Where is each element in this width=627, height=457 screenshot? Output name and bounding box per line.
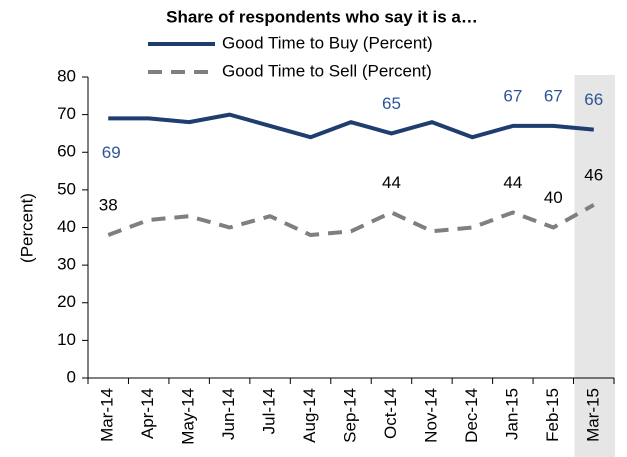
x-tick-label: Nov-14 bbox=[421, 388, 440, 443]
x-tick-label: Mar-15 bbox=[583, 388, 602, 442]
chart-title: Share of respondents who say it is a… bbox=[166, 7, 478, 26]
x-tick-label: Oct-14 bbox=[381, 388, 400, 439]
series-line bbox=[108, 112, 594, 140]
y-tick-label: 70 bbox=[57, 104, 76, 123]
y-tick-label: 30 bbox=[57, 255, 76, 274]
data-label: 65 bbox=[382, 94, 401, 113]
x-tick-label: Mar-14 bbox=[98, 388, 117, 442]
data-label: 44 bbox=[382, 173, 401, 192]
data-label: 40 bbox=[544, 188, 563, 207]
data-label: 46 bbox=[584, 165, 603, 184]
y-tick-label: 40 bbox=[57, 217, 76, 236]
legend-label: Good Time to Sell (Percent) bbox=[222, 61, 432, 80]
data-label: 38 bbox=[99, 196, 118, 215]
y-tick-label: 20 bbox=[57, 292, 76, 311]
x-tick-label: Feb-15 bbox=[543, 388, 562, 442]
x-tick-label: May-14 bbox=[179, 388, 198, 445]
data-label: 67 bbox=[544, 86, 563, 105]
y-tick-label: 10 bbox=[57, 330, 76, 349]
y-axis-label: (Percent) bbox=[17, 193, 36, 263]
x-tick-label: Sep-14 bbox=[340, 388, 359, 443]
y-tick-label: 0 bbox=[67, 367, 76, 386]
y-tick-label: 80 bbox=[57, 66, 76, 85]
data-label: 66 bbox=[584, 90, 603, 109]
data-label: 44 bbox=[503, 173, 522, 192]
x-tick-label: Jan-15 bbox=[502, 388, 521, 440]
data-label: 67 bbox=[503, 86, 522, 105]
highlight-band bbox=[574, 75, 615, 457]
legend-label: Good Time to Buy (Percent) bbox=[222, 33, 433, 52]
x-tick-label: Apr-14 bbox=[138, 388, 157, 439]
y-tick-label: 60 bbox=[57, 142, 76, 161]
x-tick-label: Jul-14 bbox=[260, 388, 279, 434]
x-tick-label: Dec-14 bbox=[462, 388, 481, 443]
y-tick-label: 50 bbox=[57, 179, 76, 198]
x-tick-label: Aug-14 bbox=[300, 388, 319, 443]
series-line bbox=[107, 203, 595, 238]
data-label: 69 bbox=[102, 143, 121, 162]
x-tick-label: Jun-14 bbox=[219, 388, 238, 440]
